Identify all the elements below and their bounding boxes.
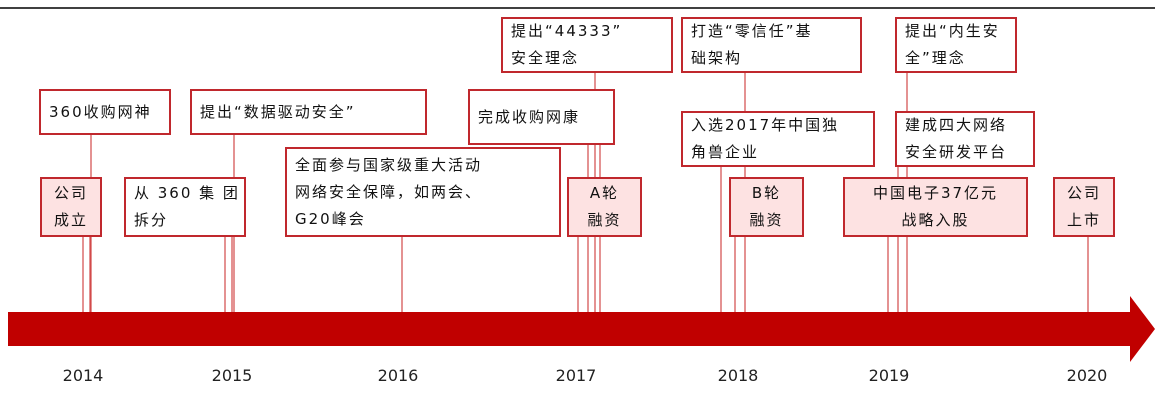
event-text: 角兽企业 xyxy=(691,143,760,161)
event-box: 完成收购网康 xyxy=(468,89,615,145)
event-text: 全”理念 xyxy=(905,49,966,67)
milestone-box: A轮融资 xyxy=(567,177,642,237)
year-label: 2019 xyxy=(868,366,910,385)
event-text: 网络安全保障，如两会、 xyxy=(295,182,483,201)
event-text: G20峰会 xyxy=(295,209,366,228)
event-text: 建成四大网络 xyxy=(905,116,1008,134)
timeline-arrow xyxy=(8,296,1155,362)
event-box: 打造“零信任”基 础架构 xyxy=(681,17,862,73)
event-text: 安全理念 xyxy=(511,49,580,67)
event-text: 成立 xyxy=(53,211,88,229)
event-text: 公司 xyxy=(1066,184,1101,202)
year-label: 2015 xyxy=(211,366,253,385)
year-label: 2014 xyxy=(62,366,104,385)
event-text: 中国电子37亿元 xyxy=(872,184,999,202)
event-box: 提出“内生安 全”理念 xyxy=(895,17,1017,73)
year-label: 2018 xyxy=(717,366,759,385)
event-text: A轮 xyxy=(589,184,620,202)
event-text: 完成收购网康 xyxy=(478,107,581,126)
event-text: 战略入股 xyxy=(901,211,970,229)
event-text: 融资 xyxy=(749,211,784,229)
milestone-box: 公司 成立 xyxy=(40,177,102,237)
year-label: 2017 xyxy=(555,366,597,385)
event-text: 公司 xyxy=(53,184,88,202)
event-box: 全面参与国家级重大活动 网络安全保障，如两会、 G20峰会 xyxy=(285,147,561,237)
event-text: 安全研发平台 xyxy=(905,143,1008,161)
event-text: 入选2017年中国独 xyxy=(691,116,840,134)
event-box: 从 360 集 团拆分 xyxy=(124,177,246,237)
event-text: 融资 xyxy=(587,211,622,229)
event-text: 全面参与国家级重大活动 xyxy=(295,155,483,174)
event-text: 提出“44333” xyxy=(511,22,623,40)
year-label: 2016 xyxy=(377,366,419,385)
event-text: 础架构 xyxy=(691,49,743,67)
event-text: 提出“内生安 xyxy=(905,22,1000,40)
milestone-box: 公司 上市 xyxy=(1053,177,1115,237)
event-text: 提出“数据驱动安全” xyxy=(200,102,356,121)
event-text: 拆分 xyxy=(134,211,169,229)
event-box: 360收购网神 xyxy=(39,89,171,135)
event-text: B轮 xyxy=(751,184,782,202)
milestone-box: B轮融资 xyxy=(729,177,804,237)
event-text: 上市 xyxy=(1066,211,1101,229)
event-box: 入选2017年中国独 角兽企业 xyxy=(681,111,875,167)
event-box: 提出“44333” 安全理念 xyxy=(501,17,673,73)
event-text: 从 360 集 团 xyxy=(134,184,240,202)
event-box: 提出“数据驱动安全” xyxy=(190,89,427,135)
event-text: 打造“零信任”基 xyxy=(691,22,813,40)
event-text: 360收购网神 xyxy=(49,102,152,121)
milestone-box: 中国电子37亿元 战略入股 xyxy=(843,177,1028,237)
year-label: 2020 xyxy=(1066,366,1108,385)
event-box: 建成四大网络 安全研发平台 xyxy=(895,111,1035,167)
